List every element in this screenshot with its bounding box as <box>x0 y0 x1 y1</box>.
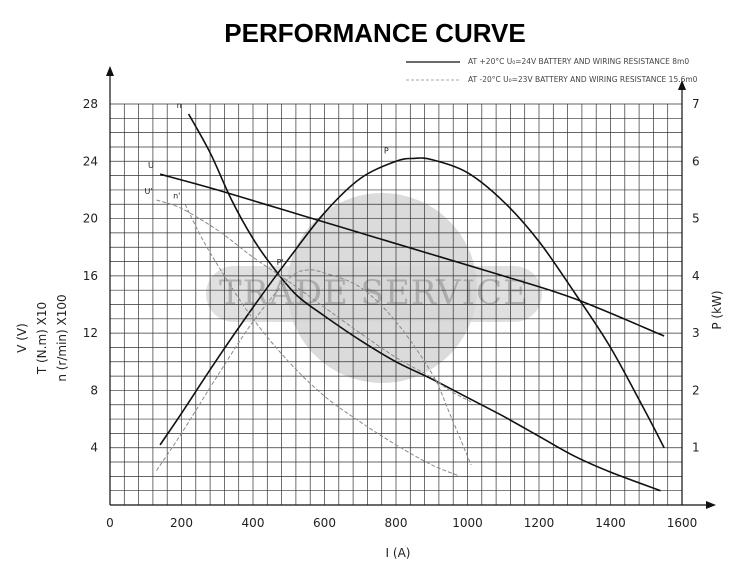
y-right-tick-label: 3 <box>692 326 700 340</box>
x-tick-label: 800 <box>385 516 408 530</box>
y-left-tick-label: 28 <box>83 97 98 111</box>
x-tick-label: 600 <box>313 516 336 530</box>
x-tick-label: 1600 <box>667 516 698 530</box>
y-right-tick-label: 2 <box>692 383 700 397</box>
y-right-axis-label: P (kW) <box>710 290 724 329</box>
x-tick-label: 200 <box>170 516 193 530</box>
series-line-n <box>187 113 661 492</box>
y-right-tick-label: 7 <box>692 97 700 111</box>
x-axis-arrow <box>706 501 716 509</box>
y-left-axis-label: V (V) <box>15 323 29 353</box>
y-right-tick-label: 1 <box>692 441 700 455</box>
watermark-text: TRADE SERVICE <box>219 273 529 313</box>
x-tick-label: 1000 <box>452 516 483 530</box>
watermark: TRADE SERVICE <box>206 193 542 383</box>
legend: AT +20°C U₀=24V BATTERY AND WIRING RESIS… <box>406 57 698 84</box>
series-label-n: n <box>177 101 182 110</box>
watermark-band <box>206 266 542 322</box>
y-left-tick-label: 16 <box>83 269 98 283</box>
legend-label: AT -20°C U₀=23V BATTERY AND WIRING RESIS… <box>468 75 698 84</box>
series-label-u-prime: U' <box>144 187 152 196</box>
x-tick-label: 1200 <box>524 516 555 530</box>
x-tick-label: 0 <box>106 516 114 530</box>
y-left-axis-label: n (r/min) X100 <box>55 294 69 381</box>
y-left-tick-label: 24 <box>83 154 98 168</box>
x-tick-label: 400 <box>242 516 265 530</box>
y-right-tick-label: 4 <box>692 269 700 283</box>
series-label-p: P <box>384 146 389 155</box>
y-left-tick-label: 12 <box>83 326 98 340</box>
series-label-n-prime: n' <box>173 191 180 200</box>
series-line-p-prime <box>156 269 472 471</box>
series-label-u: U <box>148 161 154 170</box>
y-right-tick-label: 6 <box>692 154 700 168</box>
y-axis-left-arrow <box>106 66 114 76</box>
series-label-p-prime: P' <box>277 258 284 267</box>
y-left-tick-label: 4 <box>90 441 98 455</box>
series-line-u-prime <box>156 199 472 403</box>
y-right-tick-label: 5 <box>692 212 700 226</box>
chart-title: PERFORMANCE CURVE <box>224 18 525 48</box>
grid <box>109 103 683 506</box>
legend-label: AT +20°C U₀=24V BATTERY AND WIRING RESIS… <box>468 57 689 66</box>
series-line-n-prime <box>184 204 461 477</box>
axes <box>106 66 716 509</box>
series-line-u <box>159 173 665 337</box>
labels-group: 0 200 400 600 800 1000 1200 1400 160048121620242… <box>15 97 724 560</box>
x-axis-label: I (A) <box>386 546 411 560</box>
x-tick-label: 1400 <box>595 516 626 530</box>
y-axis-right-arrow <box>678 80 686 90</box>
y-left-tick-label: 20 <box>83 212 98 226</box>
series-line-p <box>159 157 665 449</box>
series-group <box>156 113 665 492</box>
y-left-tick-label: 8 <box>90 383 98 397</box>
y-left-axis-label: T (N.m) X10 <box>35 302 49 375</box>
